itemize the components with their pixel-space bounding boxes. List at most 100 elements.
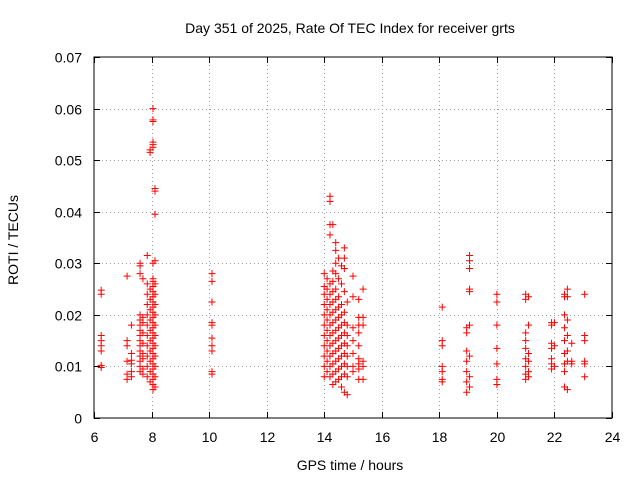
data-point [522,329,530,337]
data-point [326,197,334,205]
data-point [522,362,530,370]
data-point [563,293,571,301]
chart-title: Day 351 of 2025, Rate Of TEC Index for r… [185,20,515,36]
data-point [151,331,159,339]
data-point [355,365,363,373]
data-point [337,301,345,309]
data-point [323,347,331,355]
y-tick-label: 0.01 [55,359,82,375]
data-point [561,311,569,319]
x-tick-label: 10 [202,429,218,445]
data-point [563,347,571,355]
data-point [151,362,159,370]
data-point [522,344,530,352]
data-point [568,339,576,347]
data-point [340,254,348,262]
x-tick-label: 12 [260,429,276,445]
y-tick-labels: 0 0.01 0.02 0.03 0.04 0.05 0.06 0.07 [55,50,82,427]
data-point [466,352,474,360]
data-point [149,117,157,125]
data-point [127,321,135,329]
data-point [97,347,105,355]
data-point [525,350,533,358]
data-point [525,293,533,301]
data-point [320,270,328,278]
data-point [136,270,144,278]
y-tick-label: 0.03 [55,256,82,272]
data-point [143,252,151,260]
data-point [143,331,151,339]
data-point [340,264,348,272]
data-point [581,337,589,345]
data-point [493,360,501,368]
data-point [561,368,569,376]
data-point [349,337,357,345]
data-point [151,301,159,309]
data-point [323,357,331,365]
data-point [463,368,471,376]
data-point [349,368,357,376]
data-point [438,378,446,386]
data-point [343,321,351,329]
data-point [151,257,159,265]
data-point [326,231,334,239]
data-point [563,285,571,293]
x-tick-label: 16 [375,429,391,445]
y-tick-label: 0.06 [55,102,82,118]
y-axis-label: ROTI / TECUs [5,195,21,285]
y-tick-label: 0 [74,411,82,427]
data-point [359,321,367,329]
data-point [143,301,151,309]
data-point [323,295,331,303]
data-point [466,383,474,391]
data-point [335,293,343,301]
data-point [323,306,331,314]
data-point [335,275,343,283]
data-point [208,277,216,285]
x-tick-label: 20 [490,429,506,445]
y-tick-label: 0.07 [55,50,82,66]
data-point [151,210,159,218]
x-axis-label: GPS time / hours [297,457,404,473]
data-point [208,298,216,306]
data-point [139,339,147,347]
data-point [332,285,340,293]
data-point [329,221,337,229]
data-point [466,257,474,265]
data-point [463,357,471,365]
data-point [337,280,345,288]
plot-frame [93,56,613,419]
data-point [493,344,501,352]
data-point [550,342,558,350]
data-point [359,375,367,383]
data-point [561,337,569,345]
data-point [208,370,216,378]
data-point [355,295,363,303]
axis-ticks [94,57,613,419]
data-point [146,148,154,156]
x-tick-label: 24 [605,429,621,445]
data-point [568,360,576,368]
data-point [355,329,363,337]
data-point [343,298,351,306]
data-point [463,378,471,386]
data-point [466,264,474,272]
data-point [332,259,340,267]
data-point [143,362,151,370]
data-point [463,347,471,355]
data-point [493,380,501,388]
data-points [97,105,589,399]
data-point [136,262,144,270]
data-point [143,290,151,298]
x-tick-labels: 6 8 10 12 14 16 18 20 22 24 [91,429,621,445]
data-point [123,357,131,365]
data-point [127,360,135,368]
x-tick-label: 6 [91,429,99,445]
data-point [493,321,501,329]
data-point [97,290,105,298]
data-point [355,342,363,350]
data-point [323,326,331,334]
data-point [343,331,351,339]
